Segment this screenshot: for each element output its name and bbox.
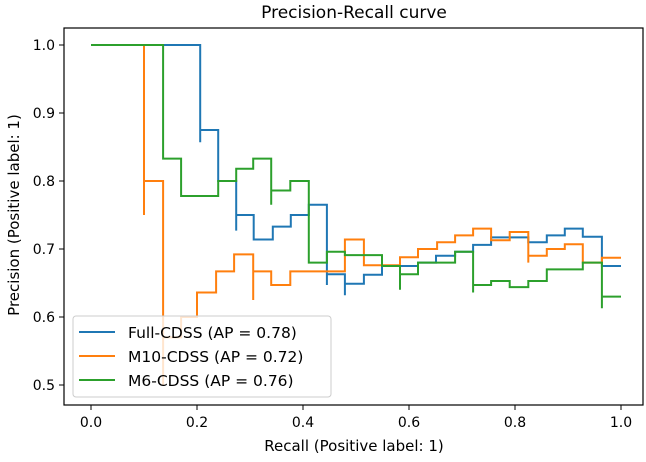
series-line-0: [91, 44, 621, 296]
legend-box: [72, 315, 332, 398]
y-tick-label: 0.5: [33, 378, 55, 394]
x-tick-label: 0.8: [504, 415, 526, 431]
legend-label: M6-CDSS (AP = 0.76): [128, 372, 294, 390]
y-axis-label: Precision (Positive label: 1): [5, 114, 23, 316]
x-tick-label: 1.0: [610, 415, 632, 431]
x-tick-label: 0.2: [186, 415, 208, 431]
x-tick-label: 0.4: [292, 415, 314, 431]
y-tick-label: 0.9: [33, 106, 55, 122]
y-tick-label: 0.6: [33, 310, 55, 326]
legend-label: Full-CDSS (AP = 0.78): [128, 324, 297, 342]
chart-title: Precision-Recall curve: [261, 3, 447, 23]
axis-ticks: 0.0 0.2 0.4 0.6 0.8 1.0 0.5 0.6 0.7 0.8 0.9 1.0: [33, 38, 632, 431]
legend: Full-CDSS (AP = 0.78) M10-CDSS (AP = 0.72…: [72, 315, 332, 398]
y-tick-label: 0.7: [33, 242, 55, 258]
y-tick-label: 0.8: [33, 174, 55, 190]
x-tick-label: 0.0: [80, 415, 102, 431]
plot-frame: [63, 27, 644, 406]
legend-label: M10-CDSS (AP = 0.72): [128, 348, 303, 366]
y-tick-label: 1.0: [33, 38, 55, 54]
series-line-2: [91, 44, 621, 309]
x-axis-label: Recall (Positive label: 1): [264, 437, 443, 455]
x-tick-label: 0.6: [398, 415, 420, 431]
